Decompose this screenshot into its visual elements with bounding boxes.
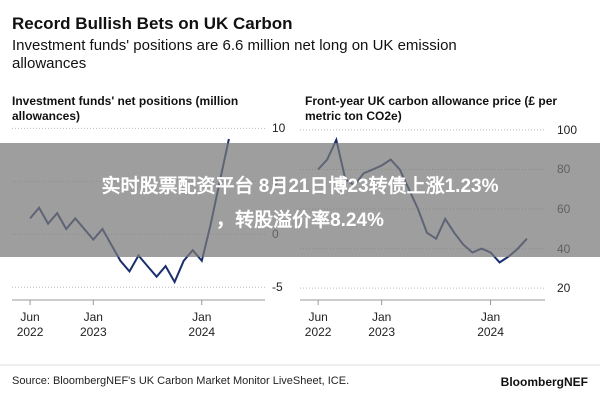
overlay-text: ，转股溢价率8.24% [216,210,384,231]
x-tick-label: Jan 2023 [79,310,107,339]
y-tick-label: 10 [272,121,286,136]
y-tick-label: 100 [557,122,578,137]
x-tick-label: Jun 2022 [304,310,332,339]
overlay-banner: 实时股票配资平台 8月21日博23转债上涨1.23% ，转股溢价率8.24% [0,143,600,257]
x-tick-label: Jan 2024 [477,310,504,339]
chart-title: Front-year UK carbon allowance price (£ … [305,94,558,123]
subtitle: Investment funds' positions are 6.6 mill… [12,37,457,72]
overlay-text: 实时股票配资平台 8月21日博23转债上涨1.23% [101,176,499,197]
chart-title: Investment funds' net positions (million… [12,94,239,123]
brand: BloombergNEF [500,375,588,389]
title: Record Bullish Bets on UK Carbon [12,14,293,33]
source: Source: BloombergNEF's UK Carbon Market … [12,375,350,387]
x-tick-label: Jun 2022 [16,310,44,339]
x-tick-label: Jan 2024 [188,310,216,339]
y-tick-label: -5 [272,280,283,295]
x-tick-label: Jan 2023 [368,310,395,339]
y-tick-label: 20 [557,281,571,296]
